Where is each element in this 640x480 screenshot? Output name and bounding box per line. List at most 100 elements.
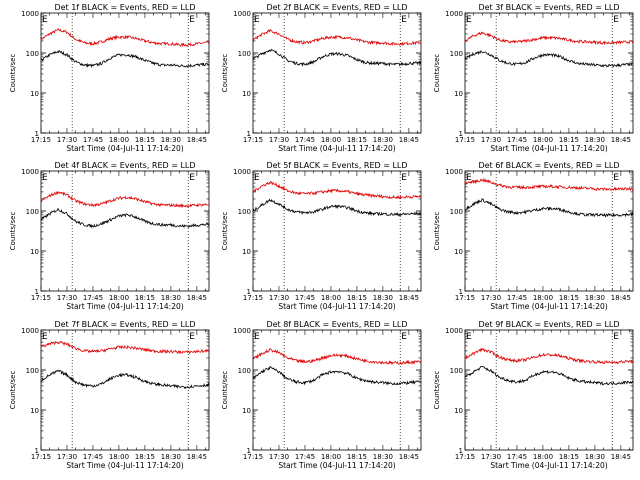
events-series-line [252,48,422,67]
y-tick-label: 100 [450,208,463,216]
x-tick-label: 18:45 [611,294,631,302]
x-tick-label: 17:30 [269,136,289,144]
y-tick-label: 10 [30,407,39,415]
x-tick-label: 17:45 [295,294,315,302]
x-tick-label: 17:15 [455,453,475,461]
y-tick-label: 10 [30,90,39,98]
chart-panel-2: Det 2f BLACK = Events, RED = LLD 1 10 100 10… [221,3,422,153]
events-series-line [464,198,634,218]
x-tick-label: 17:30 [57,453,77,461]
y-tick-label: 1000 [21,10,39,18]
x-tick-label: 17:15 [243,294,263,302]
event-marker-label: E [42,332,48,342]
event-marker-label: E [466,173,472,183]
panel-title: Det 8f BLACK = Events, RED = LLD [266,320,407,329]
y-axis-label: Counts/sec [433,54,441,93]
y-tick-label: 100 [26,50,39,58]
lld-series-line [252,181,422,200]
y-axis-label: Counts/sec [9,371,17,410]
plot-frame [252,329,422,451]
x-axis-label: Start Time (04-Jul-11 17:14:20) [278,302,395,311]
plot-frame [40,170,210,292]
y-tick-label: 10 [454,407,463,415]
event-marker-label: E [401,15,407,25]
x-tick-label: 18:45 [611,453,631,461]
chart-panel-8: Det 8f BLACK = Events, RED = LLD 1 10 100 10… [221,320,422,470]
x-tick-label: 17:30 [269,294,289,302]
lld-series-line [40,28,210,48]
x-tick-label: 18:45 [187,294,207,302]
event-marker-label: E [42,15,48,25]
x-tick-label: 18:30 [373,453,393,461]
chart-panel-3: Det 3f BLACK = Events, RED = LLD 1 10 100 10… [433,3,634,153]
x-tick-label: 18:00 [109,136,129,144]
y-tick-label: 1 [35,288,39,296]
plot-frame [252,12,422,134]
y-tick-label: 1000 [445,327,463,335]
lld-series-line [252,28,422,47]
y-tick-label: 1000 [233,168,251,176]
x-tick-label: 18:45 [611,136,631,144]
x-tick-label: 18:00 [533,294,553,302]
x-tick-label: 18:30 [585,136,605,144]
x-tick-label: 18:30 [585,294,605,302]
lld-series-line [252,348,422,365]
panel-title: Det 3f BLACK = Events, RED = LLD [478,3,619,12]
y-tick-label: 1000 [233,10,251,18]
x-tick-label: 18:15 [559,136,579,144]
x-tick-label: 17:30 [57,294,77,302]
y-tick-label: 10 [242,248,251,256]
lld-series-line [464,347,633,365]
event-marker-label: E [613,15,619,25]
x-tick-label: 18:45 [399,453,419,461]
x-axis-label: Start Time (04-Jul-11 17:14:20) [278,144,395,153]
y-tick-label: 1 [35,447,39,455]
y-tick-label: 10 [30,248,39,256]
events-series-line [252,198,422,217]
x-axis-label: Start Time (04-Jul-11 17:14:20) [66,302,183,311]
x-tick-label: 17:15 [31,136,51,144]
y-tick-label: 1 [247,130,251,138]
y-tick-label: 100 [238,367,251,375]
y-tick-label: 100 [450,367,463,375]
x-tick-label: 18:00 [109,294,129,302]
x-tick-label: 17:30 [481,294,501,302]
x-axis-label: Start Time (04-Jul-11 17:14:20) [66,461,183,470]
plot-frame [464,12,634,134]
lld-series-line [464,177,633,192]
event-marker-label: E [613,173,619,183]
x-tick-label: 18:15 [135,453,155,461]
x-tick-label: 18:45 [399,294,419,302]
event-marker-label: E [401,332,407,342]
event-marker-label: E [401,173,407,183]
x-tick-label: 17:15 [243,453,263,461]
y-tick-label: 100 [238,50,251,58]
y-axis-label: Counts/sec [9,212,17,251]
chart-panel-1: Det 1f BLACK = Events, RED = LLD 1 10 100 10… [9,3,210,153]
events-series-line [252,366,422,386]
event-marker-label: E [254,332,260,342]
y-tick-label: 1 [247,288,251,296]
y-axis-label: Counts/sec [221,371,229,410]
y-tick-label: 100 [450,50,463,58]
y-axis-label: Counts/sec [9,54,17,93]
y-tick-label: 1 [459,288,463,296]
y-tick-label: 1000 [445,168,463,176]
panel-title: Det 2f BLACK = Events, RED = LLD [266,3,407,12]
y-tick-label: 1 [459,447,463,455]
y-axis-label: Counts/sec [433,212,441,251]
x-tick-label: 18:00 [321,294,341,302]
plot-frame [464,170,634,292]
event-marker-label: E [254,173,260,183]
x-tick-label: 17:45 [295,136,315,144]
x-tick-label: 17:45 [507,453,527,461]
x-tick-label: 17:45 [83,294,103,302]
event-marker-label: E [613,332,619,342]
x-tick-label: 17:15 [31,294,51,302]
x-tick-label: 17:15 [31,453,51,461]
x-tick-label: 18:15 [559,294,579,302]
y-axis-label: Counts/sec [221,54,229,93]
x-tick-label: 17:45 [507,294,527,302]
x-tick-label: 18:30 [373,136,393,144]
y-tick-label: 1000 [445,10,463,18]
